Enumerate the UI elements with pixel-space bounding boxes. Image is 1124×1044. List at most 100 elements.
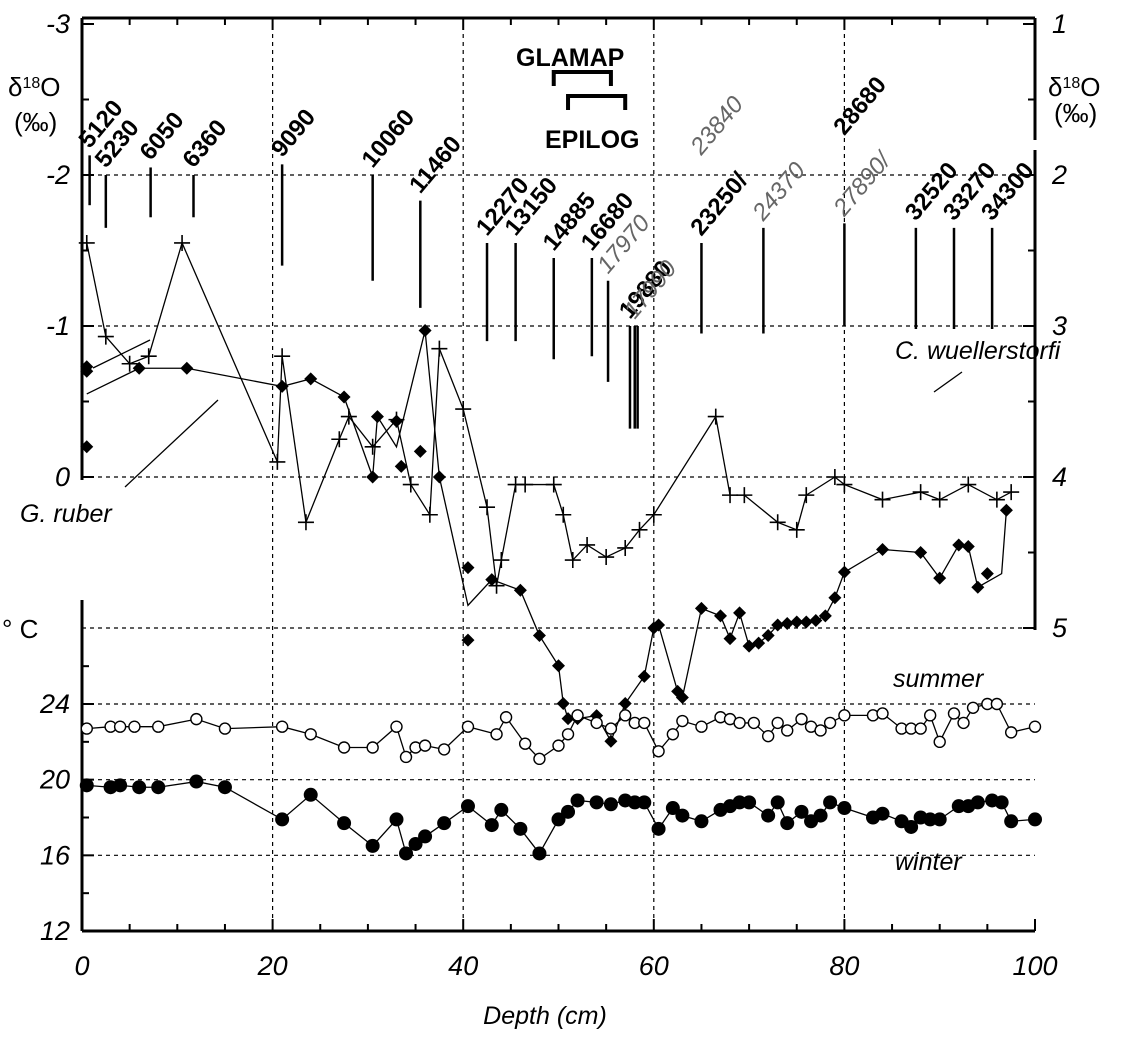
g-ruber-point — [818, 609, 832, 623]
c-wuellerstorfi-point — [174, 234, 191, 251]
g-ruber-point — [461, 561, 475, 575]
summer-point — [418, 739, 432, 752]
winter-point — [337, 816, 352, 831]
c-wuellerstorfi-point — [388, 411, 405, 428]
g-ruber-point — [742, 639, 756, 653]
g-ruber-point — [771, 618, 785, 632]
x-tick-label: 60 — [639, 951, 669, 981]
summer-point — [795, 712, 808, 726]
c-wuellerstorfi-point — [340, 408, 357, 425]
g-ruber-point — [961, 539, 975, 553]
winter-point — [742, 795, 757, 810]
c-wuellerstorfi-point — [364, 438, 381, 455]
right-tick-label: 2 — [1051, 160, 1067, 190]
g-ruber-leader — [124, 399, 219, 488]
g-ruber-point — [337, 390, 351, 404]
g-ruber-point — [790, 615, 804, 629]
right-tick-label: 5 — [1052, 613, 1068, 643]
summer-point — [733, 716, 746, 730]
summer-point — [676, 714, 689, 728]
g-ruber-point — [618, 697, 632, 710]
g-ruber-point — [799, 615, 813, 629]
x-tick-label: 0 — [74, 951, 89, 981]
c-wuellerstorfi-point — [598, 549, 615, 566]
winter-point — [651, 821, 666, 836]
winter-point — [994, 795, 1009, 810]
summer-point — [190, 712, 203, 726]
winter-point — [603, 797, 618, 812]
age-label: 28680 — [828, 72, 892, 140]
c-wuellerstorfi-point — [564, 552, 581, 569]
summer-point — [914, 722, 927, 735]
c-wuellerstorfi-point — [493, 552, 510, 569]
temp-tick-label: 20 — [39, 765, 70, 795]
c-wuellerstorfi-line — [86, 241, 1012, 586]
summer-point — [957, 716, 970, 730]
g-ruber-point — [752, 636, 766, 650]
right-permil-label: (‰) — [1054, 98, 1097, 128]
g-ruber-line — [86, 330, 1008, 743]
summer-label: summer — [893, 665, 985, 693]
summer-point — [638, 716, 651, 730]
summer-point — [652, 745, 665, 758]
summer-point — [366, 741, 379, 754]
winter-point — [408, 836, 423, 851]
c-wuellerstorfi-point — [517, 476, 534, 493]
g-ruber-point — [418, 324, 432, 338]
g-ruber-point — [370, 410, 384, 424]
summer-point — [695, 720, 708, 733]
winter-point — [770, 795, 785, 810]
c-wuellerstorfi-point — [798, 487, 815, 504]
temp-unit-label: ° C — [2, 614, 38, 644]
g-ruber-point — [837, 565, 851, 579]
summer-point — [490, 728, 503, 741]
summer-point — [823, 716, 837, 730]
summer-point — [966, 701, 980, 714]
c-wuellerstorfi-point — [988, 491, 1005, 508]
g-ruber-point — [980, 567, 994, 581]
g-ruber-point — [761, 629, 775, 643]
g-ruber-point — [532, 629, 546, 643]
c-wuellerstorfi-point — [402, 476, 419, 493]
g-ruber-point — [80, 360, 94, 374]
c-wuellerstorfi-point — [274, 348, 291, 365]
right-tick-label: 1 — [1052, 9, 1067, 39]
c-wuellerstorfi-point — [1003, 484, 1020, 501]
temp-tick-label: 24 — [39, 689, 70, 719]
winter-point — [875, 806, 890, 821]
c-wuellerstorfi-point — [455, 401, 472, 418]
summer-point — [275, 720, 289, 733]
series-layer — [78, 234, 1042, 861]
g-ruber-point — [809, 613, 823, 627]
winter-point — [551, 812, 566, 827]
summer-point — [771, 716, 784, 730]
age-label: 24370 — [747, 157, 812, 227]
summer-point — [218, 722, 232, 735]
winter-point — [460, 799, 475, 814]
summer-point — [814, 724, 827, 737]
g-ruber-point — [971, 580, 985, 594]
glamap-bracket — [551, 70, 613, 86]
g-ruber-point — [432, 470, 446, 484]
age-label: 11460 — [404, 131, 467, 198]
g-ruber-point — [914, 546, 928, 559]
g-ruber-point — [952, 538, 966, 552]
age-label: 27890/ — [828, 146, 898, 222]
left-tick-label: -1 — [46, 311, 70, 341]
summer-point — [152, 720, 165, 733]
g-ruber-point — [780, 616, 794, 630]
winter-point — [1028, 812, 1042, 827]
winter-point — [513, 821, 528, 836]
c-wuellerstorfi-point — [431, 340, 448, 357]
summer-point — [1028, 720, 1042, 733]
c-wuellerstorfi-point — [488, 577, 505, 594]
summer-point — [337, 741, 351, 754]
summer-point — [923, 709, 937, 722]
x-tick-label: 100 — [1012, 951, 1057, 981]
summer-point — [518, 737, 532, 750]
winter-point — [484, 818, 499, 833]
winter-point — [79, 778, 94, 793]
winter-point — [570, 793, 585, 808]
g-ruber-point — [876, 542, 890, 556]
c-wuellerstorfi-point — [931, 491, 948, 508]
